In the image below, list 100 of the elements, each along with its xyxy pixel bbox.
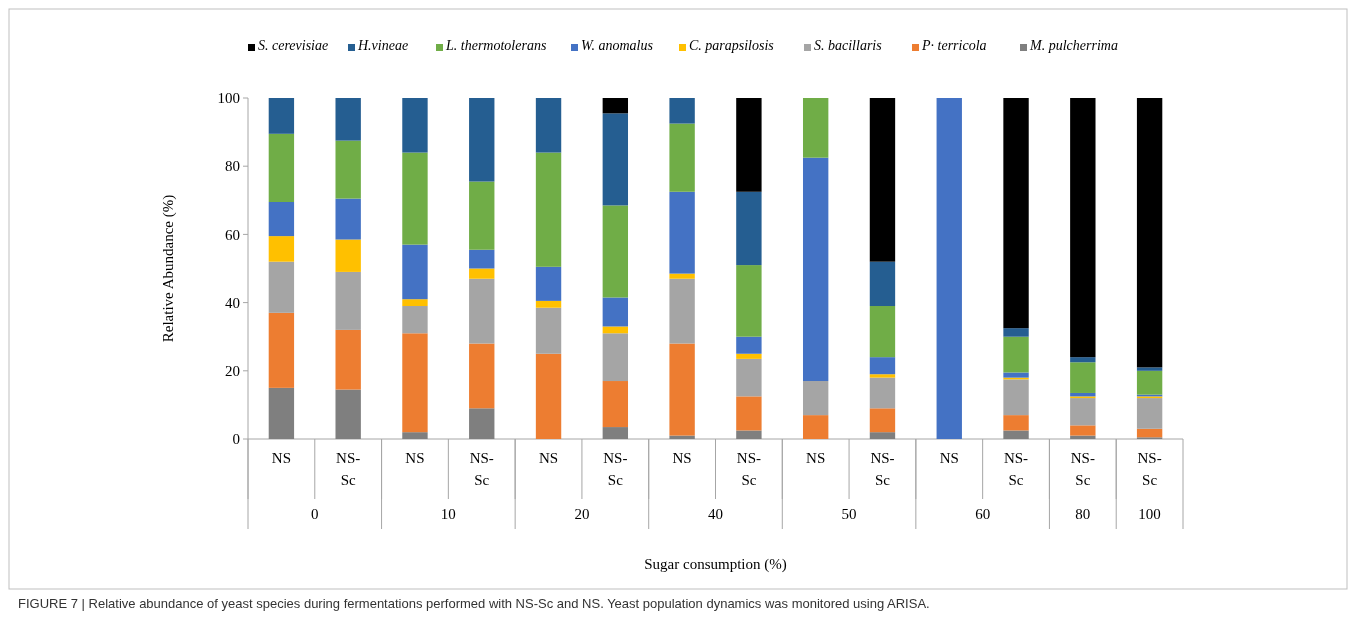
bar: [736, 430, 762, 439]
bar: [469, 408, 495, 439]
bar: [402, 244, 428, 300]
bar: [268, 236, 295, 262]
bar: [1003, 98, 1029, 329]
bar: [469, 181, 495, 250]
bar: [469, 343, 495, 409]
y-tick-label: 80: [225, 158, 240, 175]
bar: [402, 98, 428, 153]
bar: [602, 333, 629, 382]
legend-label: C. parapsilosis: [689, 38, 775, 53]
bar: [335, 389, 361, 439]
bar: [1003, 336, 1029, 373]
bar: [1136, 98, 1163, 368]
text: 40: [708, 506, 723, 522]
bar: [602, 113, 629, 206]
bar: [669, 191, 695, 274]
bar: [669, 435, 695, 439]
bar: [736, 396, 762, 431]
bar: [1003, 372, 1029, 378]
bar: [736, 336, 762, 354]
bar: [268, 312, 295, 388]
x-tick-label: NS: [939, 450, 959, 466]
bar: [669, 273, 695, 279]
y-tick-label: 20: [225, 363, 240, 380]
text: 100: [1138, 506, 1161, 522]
bar: [736, 358, 762, 397]
bar: [1003, 328, 1029, 337]
bar: [268, 98, 295, 134]
bar: [335, 98, 361, 141]
bar: [1070, 392, 1096, 397]
bar: [335, 239, 361, 272]
bar: [1070, 435, 1096, 439]
text: 50: [841, 506, 857, 522]
y-axis-title: Relative Abundance (%): [160, 194, 177, 343]
bar: [736, 191, 762, 266]
bar: [936, 98, 962, 439]
bar: [535, 353, 562, 439]
x-tick-label: NS-Sc: [1070, 450, 1095, 488]
bar: [1070, 398, 1096, 426]
legend-label: S. bacillaris: [814, 38, 883, 53]
x-tick-label: NS: [271, 450, 291, 466]
bar: [402, 306, 428, 334]
bar: [869, 357, 896, 375]
x-tick-label: NS-Sc: [1137, 450, 1162, 488]
x-tick-label: NS: [672, 450, 692, 466]
bar: [535, 266, 562, 301]
bar: [1070, 98, 1096, 358]
text: 20: [574, 506, 590, 522]
bar: [736, 98, 762, 192]
bar: [335, 140, 361, 199]
x-tick-label: NS: [405, 450, 425, 466]
bar: [1070, 357, 1096, 363]
bar: [402, 152, 428, 245]
y-tick-label: 100: [217, 90, 240, 107]
bar: [535, 307, 562, 354]
bar: [802, 98, 829, 158]
bar: [602, 427, 629, 439]
text: 10: [440, 506, 456, 522]
bar: [736, 265, 762, 337]
bar: [869, 377, 896, 409]
bar: [469, 249, 495, 269]
bar: [1003, 415, 1029, 431]
bar: [469, 278, 495, 344]
x-axis-title: Sugar consumption (%): [644, 556, 787, 573]
x-tick-label: NS: [538, 450, 559, 466]
bar: [469, 268, 495, 279]
bar: [335, 198, 361, 240]
text: 80: [1075, 506, 1091, 522]
bar: [602, 205, 629, 298]
bar: [1136, 428, 1163, 438]
bar: [268, 387, 295, 439]
x-tick-label: NS-Sc: [736, 450, 761, 488]
bar: [602, 381, 629, 428]
bar: [402, 432, 428, 439]
text: 0: [311, 506, 319, 522]
bar: [669, 98, 695, 124]
bar: [869, 408, 896, 433]
bar: [535, 152, 562, 267]
legend-label: L. thermotolerans: [445, 38, 547, 53]
bar: [1070, 425, 1096, 436]
bar: [869, 432, 896, 439]
x-tick-label: NS-Sc: [1003, 450, 1029, 488]
bar: [469, 98, 495, 182]
bar: [268, 202, 295, 237]
bar: [669, 343, 695, 436]
bar: [268, 133, 295, 203]
x-tick-label: NS-Sc: [469, 450, 494, 488]
x-tick-label: NS-Sc: [870, 450, 895, 488]
legend-label: H.vineae: [357, 38, 409, 53]
legend-label: S. cerevisiae: [258, 38, 329, 53]
x-tick-label: NS: [806, 450, 826, 466]
bar: [669, 278, 695, 344]
bar: [802, 157, 829, 382]
y-tick-label: 60: [225, 226, 240, 243]
bar: [335, 271, 361, 330]
bar: [869, 306, 896, 358]
legend-label: W. anomalus: [581, 38, 654, 53]
legend-label: M. pulcherrima: [1029, 38, 1118, 53]
bar: [1003, 430, 1029, 439]
